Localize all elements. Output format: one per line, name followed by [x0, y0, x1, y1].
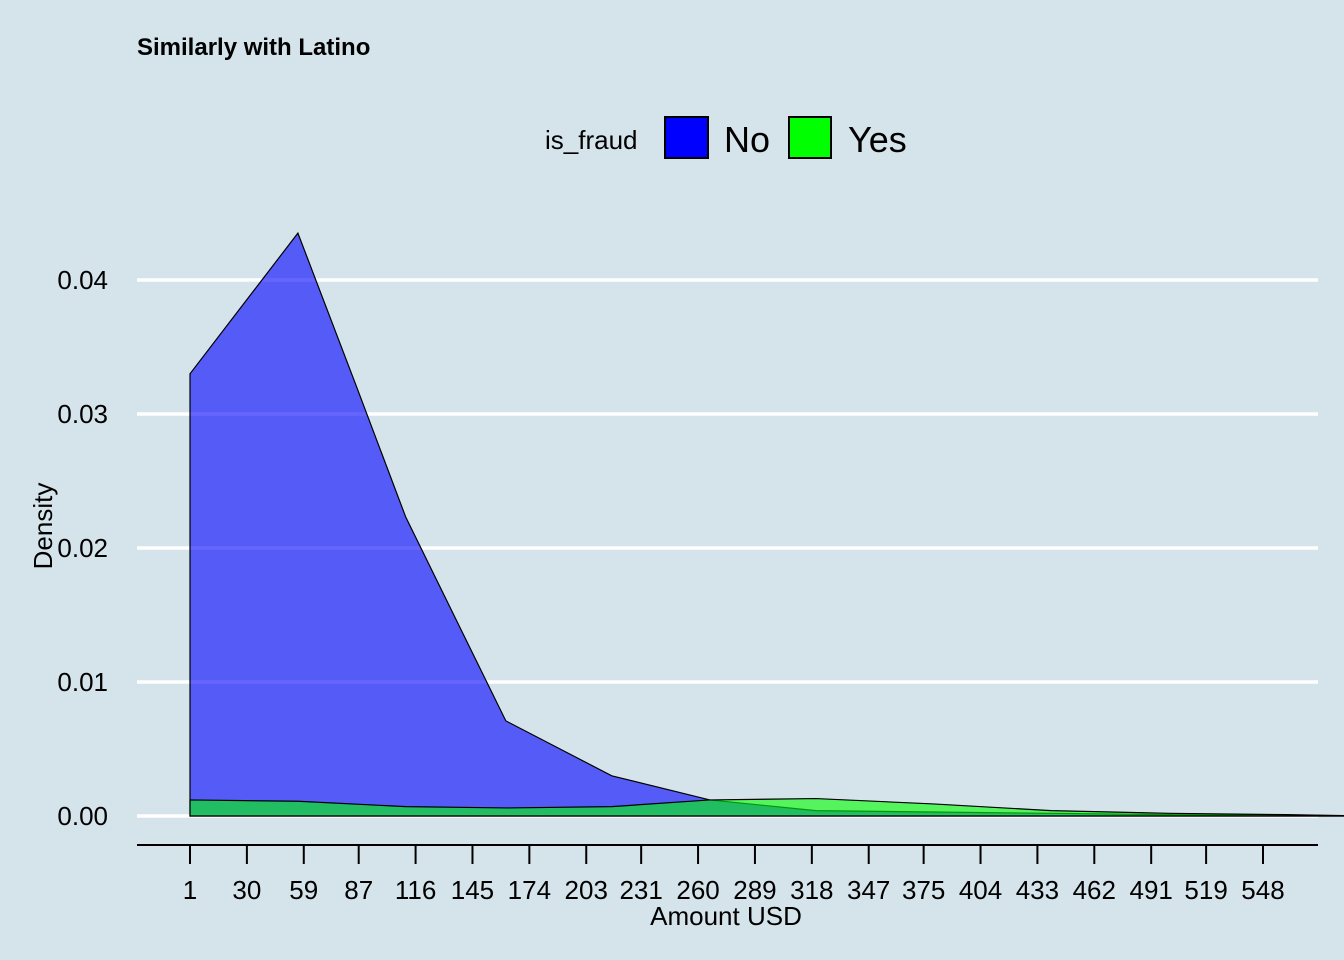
y-axis: 0.00 0.01 0.02 0.03 0.04 — [57, 265, 108, 831]
x-tick-label: 231 — [619, 875, 662, 905]
x-tick-label: 174 — [508, 875, 551, 905]
x-tick-label: 289 — [733, 875, 776, 905]
legend: is_fraud No Yes — [545, 116, 907, 160]
chart-title: Similarly with Latino — [137, 34, 370, 61]
y-tick-label: 0.04 — [57, 265, 108, 295]
legend-swatch-yes — [788, 116, 832, 159]
x-tick-label: 548 — [1241, 875, 1284, 905]
x-tick-label: 318 — [790, 875, 833, 905]
x-tick-label: 491 — [1129, 875, 1172, 905]
plot-areas — [189, 231, 1344, 817]
x-tick-label: 1 — [183, 875, 197, 905]
x-tick-label: 462 — [1073, 875, 1116, 905]
x-tick-label: 87 — [344, 875, 373, 905]
x-tick-label: 30 — [232, 875, 261, 905]
area-series-yes — [189, 797, 1344, 817]
x-tick-label: 145 — [451, 875, 494, 905]
x-tick-label: 260 — [676, 875, 719, 905]
legend-title: is_fraud — [545, 125, 638, 155]
y-tick-label: 0.00 — [57, 801, 108, 831]
y-axis-label: Density — [28, 483, 58, 570]
area-series-no — [189, 231, 1344, 817]
y-tick-label: 0.03 — [57, 399, 108, 429]
x-tick-label: 116 — [395, 875, 436, 905]
legend-label-yes: Yes — [848, 119, 907, 160]
x-tick-label: 375 — [902, 875, 945, 905]
x-tick-label: 203 — [565, 875, 608, 905]
x-axis-label: Amount USD — [650, 901, 802, 931]
x-tick-label: 347 — [847, 875, 890, 905]
x-tick-label: 404 — [959, 875, 1002, 905]
x-axis: 1 30 59 87 116 145 174 203 231 260 289 318 347 375 404… — [137, 844, 1318, 905]
legend-swatch-no — [664, 116, 709, 159]
y-tick-label: 0.01 — [57, 667, 108, 697]
y-tick-label: 0.02 — [57, 533, 108, 563]
x-tick-label: 433 — [1016, 875, 1059, 905]
x-tick-label: 59 — [289, 875, 318, 905]
legend-label-no: No — [724, 119, 770, 160]
x-tick-label: 519 — [1184, 875, 1227, 905]
